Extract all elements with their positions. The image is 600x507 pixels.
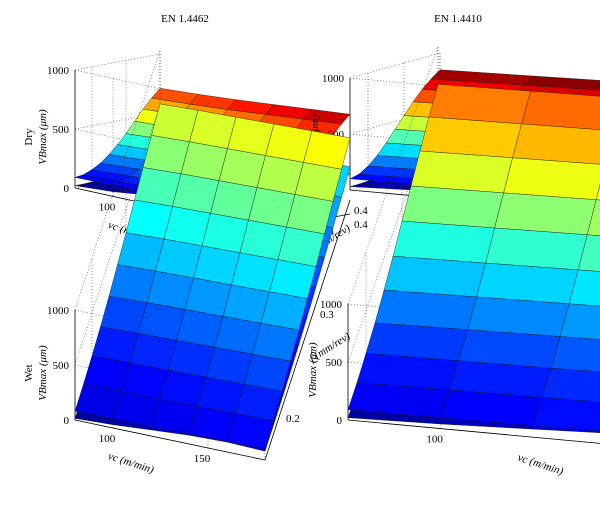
z-tick-label: 1000	[47, 65, 70, 77]
z-tick-label: 0	[64, 415, 70, 427]
x-tick-label: 100	[99, 433, 116, 445]
surface-cell-upper	[559, 303, 600, 340]
row-label: Wet	[23, 364, 35, 381]
y-axis-line	[264, 199, 351, 461]
z-axis-label: VBmax (μm)	[37, 109, 49, 165]
surface-cell-upper	[595, 184, 600, 201]
z-tick-label: 1000	[322, 73, 345, 85]
z-tick-label: 0	[64, 183, 70, 195]
z-tick-label: 500	[326, 357, 343, 369]
grid-line	[74, 53, 161, 71]
surface-cell-upper	[374, 289, 477, 330]
z-tick-label: 500	[53, 360, 70, 372]
z-axis-label: VBmax (μm)	[307, 342, 319, 398]
z-tick-label: 0	[337, 415, 343, 427]
chart-title: EN 1.4410	[434, 13, 482, 25]
surface-cell-upper	[494, 192, 597, 236]
surface-cell-upper	[286, 194, 334, 235]
y-tick-label: 0.4	[354, 205, 368, 217]
surface-cell-upper	[568, 269, 600, 307]
surface-cell-upper	[226, 413, 274, 449]
grid-line	[74, 49, 161, 311]
x-tick-label: 100	[99, 201, 116, 213]
surface-cell-upper	[485, 227, 588, 271]
surface-cell-upper	[586, 199, 600, 236]
x-axis-line	[347, 419, 600, 444]
grid-line	[349, 52, 441, 79]
grid-line	[347, 103, 439, 363]
surface-cell-upper	[410, 150, 513, 194]
surface-cell-upper	[419, 116, 522, 159]
z-tick-label: 1000	[320, 299, 343, 311]
surface-cell-upper	[550, 336, 600, 373]
surface-cell-upper	[532, 397, 600, 432]
surface-cell-upper	[269, 259, 317, 299]
surface-cell-upper	[401, 185, 504, 229]
row-label: Dry	[23, 128, 35, 146]
x-tick-label: 100	[426, 434, 443, 446]
x-tick-label: 150	[194, 453, 211, 465]
surface-cell-upper	[577, 234, 600, 272]
x-axis-label: vc (m/min)	[107, 450, 156, 476]
z-axis-label: VBmax (μm)	[37, 345, 49, 401]
z-tick-label: 500	[53, 124, 70, 136]
x-axis-label: vc (m/min)	[516, 452, 565, 478]
grid-line	[349, 108, 441, 135]
surface-cell-upper	[541, 367, 600, 403]
x-axis-line	[74, 419, 266, 461]
grid-line	[347, 45, 439, 305]
chart-title: EN 1.4462	[161, 13, 209, 25]
surface-cell-upper	[476, 262, 579, 305]
surface-cell-upper	[294, 162, 342, 202]
y-tick-label: 0.3	[320, 309, 334, 321]
y-tick-label: 0.2	[286, 413, 300, 425]
z-tick-label: 1000	[47, 305, 70, 317]
surface-cell-upper	[503, 157, 600, 201]
grid-line	[74, 104, 161, 366]
surface-cell-upper	[383, 255, 486, 298]
surface-cell-upper	[277, 226, 325, 267]
surface-cell-upper	[392, 220, 495, 264]
y-tick-label: 0.4	[354, 219, 368, 231]
